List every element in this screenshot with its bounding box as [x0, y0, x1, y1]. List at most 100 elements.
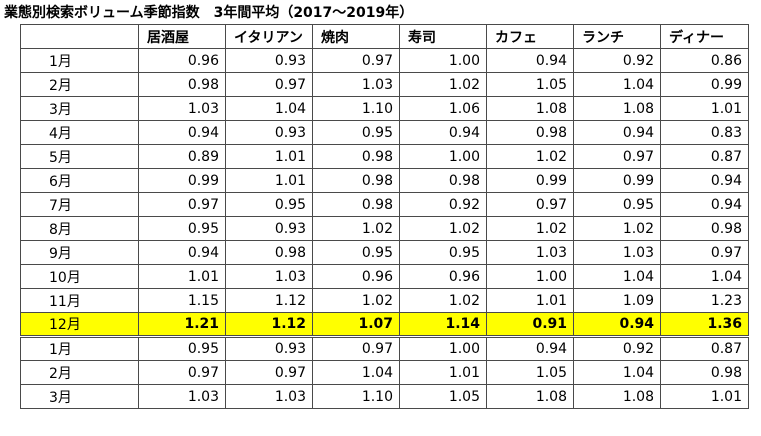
- value-cell: 0.97: [138, 192, 226, 217]
- value-cell: 0.97: [660, 240, 749, 265]
- value-cell: 0.89: [138, 144, 226, 169]
- table-row: 8月 0.95 0.93 1.02 1.02 1.02 1.02 0.98: [20, 216, 749, 241]
- table-row: 5月 0.89 1.01 0.98 1.00 1.02 0.97 0.87: [20, 144, 749, 169]
- value-cell: 1.02: [399, 288, 487, 313]
- month-cell: 3月: [20, 384, 139, 409]
- header-cell-lunch: ランチ: [573, 24, 661, 49]
- value-cell: 1.14: [399, 312, 487, 337]
- value-cell: 1.06: [399, 96, 487, 121]
- value-cell: 0.95: [138, 335, 226, 361]
- table-row: 9月 0.94 0.98 0.95 0.95 1.03 1.03 0.97: [20, 240, 749, 265]
- value-cell: 1.12: [225, 288, 313, 313]
- month-cell: 12月: [20, 312, 139, 337]
- value-cell: 1.02: [399, 72, 487, 97]
- value-cell: 0.93: [225, 216, 313, 241]
- value-cell: 1.10: [312, 384, 400, 409]
- seasonal-index-table: 居酒屋 イタリアン 焼肉 寿司 カフェ ランチ ディナー 1月 0.96 0.93 0…: [20, 24, 749, 409]
- value-cell: 1.02: [312, 216, 400, 241]
- value-cell: 0.99: [573, 168, 661, 193]
- value-cell: 0.94: [486, 48, 574, 73]
- value-cell: 1.04: [573, 72, 661, 97]
- value-cell: 1.03: [138, 384, 226, 409]
- value-cell: 0.98: [312, 168, 400, 193]
- header-cell-italian: イタリアン: [225, 24, 313, 49]
- value-cell: 0.98: [312, 144, 400, 169]
- value-cell: 1.10: [312, 96, 400, 121]
- value-cell: 0.97: [138, 360, 226, 385]
- value-cell: 0.97: [225, 360, 313, 385]
- header-cell-sushi: 寿司: [399, 24, 487, 49]
- table-row: 10月 1.01 1.03 0.96 0.96 1.00 1.04 1.04: [20, 264, 749, 289]
- value-cell: 0.97: [225, 72, 313, 97]
- value-cell: 0.94: [486, 335, 574, 361]
- value-cell: 1.02: [486, 216, 574, 241]
- value-cell: 0.92: [573, 48, 661, 73]
- table-row: 3月 1.03 1.03 1.10 1.05 1.08 1.08 1.01: [20, 384, 749, 409]
- table-row: 3月 1.03 1.04 1.10 1.06 1.08 1.08 1.01: [20, 96, 749, 121]
- value-cell: 0.98: [399, 168, 487, 193]
- value-cell: 0.83: [660, 120, 749, 145]
- value-cell: 1.00: [399, 144, 487, 169]
- value-cell: 0.93: [225, 48, 313, 73]
- value-cell: 1.04: [573, 360, 661, 385]
- table-row: 2月 0.97 0.97 1.04 1.01 1.05 1.04 0.98: [20, 360, 749, 385]
- value-cell: 0.95: [399, 240, 487, 265]
- value-cell: 1.04: [312, 360, 400, 385]
- month-cell: 10月: [20, 264, 139, 289]
- value-cell: 0.97: [573, 144, 661, 169]
- value-cell: 0.98: [660, 216, 749, 241]
- value-cell: 0.94: [660, 192, 749, 217]
- value-cell: 0.98: [660, 360, 749, 385]
- value-cell: 0.94: [573, 120, 661, 145]
- value-cell: 1.04: [660, 264, 749, 289]
- header-cell-corner: [20, 24, 139, 49]
- value-cell: 1.03: [138, 96, 226, 121]
- value-cell: 1.08: [486, 384, 574, 409]
- value-cell: 1.01: [660, 384, 749, 409]
- value-cell: 1.03: [225, 264, 313, 289]
- value-cell: 0.97: [312, 335, 400, 361]
- header-row: 居酒屋 イタリアン 焼肉 寿司 カフェ ランチ ディナー: [20, 24, 749, 49]
- value-cell: 1.07: [312, 312, 400, 337]
- value-cell: 0.99: [486, 168, 574, 193]
- value-cell: 0.98: [138, 72, 226, 97]
- value-cell: 0.96: [312, 264, 400, 289]
- value-cell: 1.01: [399, 360, 487, 385]
- month-cell: 5月: [20, 144, 139, 169]
- value-cell: 0.94: [138, 240, 226, 265]
- value-cell: 1.00: [399, 48, 487, 73]
- value-cell: 0.95: [225, 192, 313, 217]
- header-cell-izakaya: 居酒屋: [138, 24, 226, 49]
- value-cell: 0.95: [573, 192, 661, 217]
- value-cell: 0.87: [660, 335, 749, 361]
- value-cell: 0.95: [312, 120, 400, 145]
- month-cell: 6月: [20, 168, 139, 193]
- value-cell: 1.04: [573, 264, 661, 289]
- value-cell: 0.93: [225, 335, 313, 361]
- header-cell-cafe: カフェ: [486, 24, 574, 49]
- value-cell: 0.96: [399, 264, 487, 289]
- table-row: 1月 0.96 0.93 0.97 1.00 0.94 0.92 0.86: [20, 48, 749, 73]
- value-cell: 0.94: [573, 312, 661, 337]
- value-cell: 1.05: [399, 384, 487, 409]
- value-cell: 0.96: [138, 48, 226, 73]
- value-cell: 1.02: [486, 144, 574, 169]
- value-cell: 1.01: [138, 264, 226, 289]
- value-cell: 1.08: [573, 384, 661, 409]
- value-cell: 0.95: [312, 240, 400, 265]
- value-cell: 0.93: [225, 120, 313, 145]
- value-cell: 1.05: [486, 72, 574, 97]
- header-cell-yakiniku: 焼肉: [312, 24, 400, 49]
- table-row: 4月 0.94 0.93 0.95 0.94 0.98 0.94 0.83: [20, 120, 749, 145]
- value-cell: 0.92: [399, 192, 487, 217]
- value-cell: 1.03: [486, 240, 574, 265]
- value-cell: 0.99: [138, 168, 226, 193]
- value-cell: 1.00: [486, 264, 574, 289]
- value-cell: 1.05: [486, 360, 574, 385]
- value-cell: 0.94: [399, 120, 487, 145]
- value-cell: 1.03: [312, 72, 400, 97]
- month-cell: 4月: [20, 120, 139, 145]
- value-cell: 1.03: [225, 384, 313, 409]
- table-row: 7月 0.97 0.95 0.98 0.92 0.97 0.95 0.94: [20, 192, 749, 217]
- month-cell: 1月: [20, 48, 139, 73]
